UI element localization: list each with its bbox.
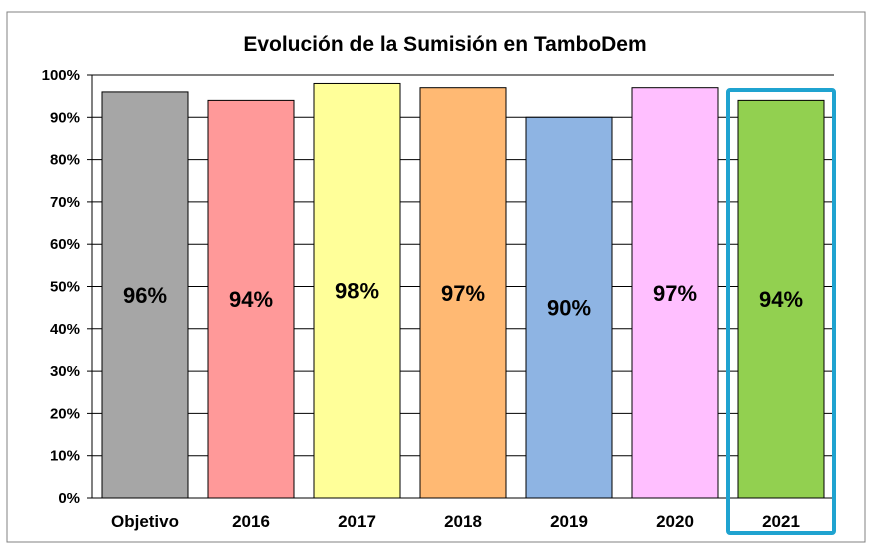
y-tick-label: 60% (50, 236, 80, 253)
highlight-box-layer (726, 88, 836, 535)
x-tick-label: 2019 (550, 512, 588, 531)
data-label: 98% (335, 279, 379, 304)
y-tick-label: 40% (50, 321, 80, 338)
y-tick-label: 0% (58, 490, 80, 507)
x-tick-label: 2018 (444, 512, 482, 531)
bars (101, 82, 825, 499)
bar-2017 (313, 82, 401, 499)
bar-objetivo (101, 91, 189, 499)
chart-title: Evolución de la Sumisión en TamboDem (243, 33, 646, 56)
data-label: 97% (441, 281, 485, 306)
data-label: 94% (759, 287, 803, 312)
y-axis-ticks: 0% 10% 20% 30% 40% 50% 60% 70% 80% 90% 100% (42, 67, 92, 507)
y-tick-label: 10% (50, 448, 80, 465)
y-tick-label: 100% (42, 67, 80, 84)
y-tick-label: 20% (50, 405, 80, 422)
y-tick-label: 70% (50, 194, 80, 211)
x-tick-label: 2021 (762, 512, 800, 531)
bar-2019 (525, 116, 613, 499)
data-labels: 96% 94% 98% 97% 90% 97% 94% (123, 279, 803, 321)
y-tick-label: 90% (50, 109, 80, 126)
x-axis-ticks: Objetivo 2016 2017 2018 2019 2020 2021 (111, 512, 800, 531)
y-tick-label: 30% (50, 363, 80, 380)
data-label: 90% (547, 296, 591, 321)
bar-2016 (207, 99, 295, 499)
y-tick-label: 80% (50, 152, 80, 169)
y-tick-label: 50% (50, 279, 80, 296)
data-label: 94% (229, 287, 273, 312)
x-tick-label: 2020 (656, 512, 694, 531)
x-tick-label: Objetivo (111, 512, 179, 531)
bar-2020 (631, 87, 719, 499)
highlight-box (726, 88, 836, 535)
bar-2021 (737, 99, 825, 499)
x-tick-label: 2017 (338, 512, 376, 531)
data-label: 97% (653, 281, 697, 306)
x-tick-label: 2016 (232, 512, 270, 531)
bar-2018 (419, 87, 507, 499)
data-label: 96% (123, 283, 167, 308)
